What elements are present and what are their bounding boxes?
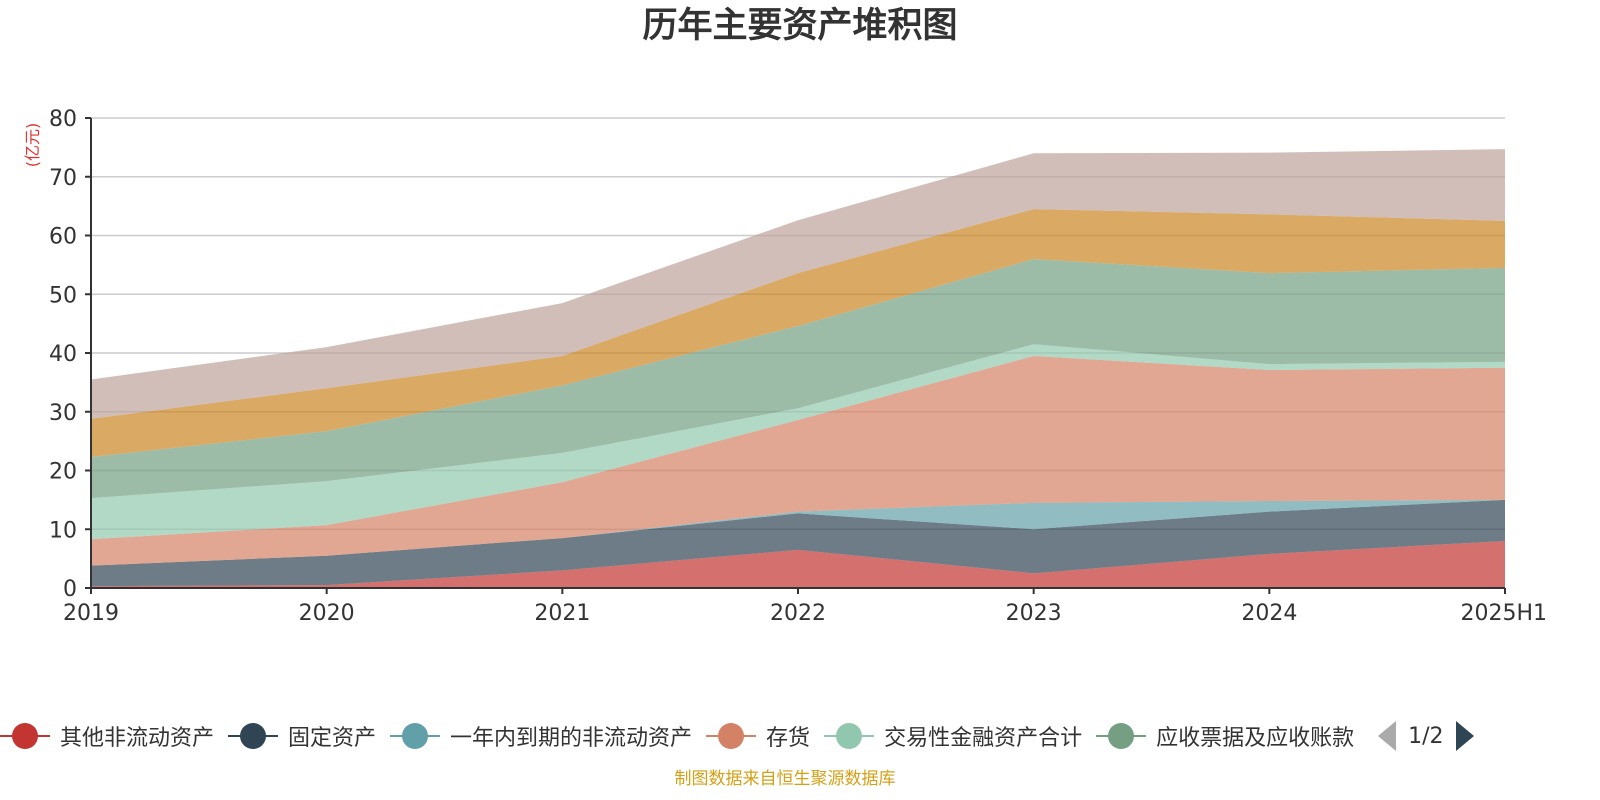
y-tick-label: 40: [49, 342, 77, 367]
area-series-4: [91, 355, 1505, 566]
legend: 其他非流动资产 固定资产 一年内到期的非流动资产 存货 交易性金融资产合计 应收票据及应收…: [0, 718, 1474, 754]
legend-items: 其他非流动资产 固定资产 一年内到期的非流动资产 存货 交易性金融资产合计 应收票据及应收…: [0, 720, 1368, 752]
legend-marker-icon: [706, 722, 757, 750]
legend-label: 存货: [766, 726, 811, 751]
area-series-6: [91, 259, 1505, 499]
area-series: [91, 149, 1505, 588]
legend-next-page-icon[interactable]: [1455, 721, 1474, 751]
legend-label: 固定资产: [288, 726, 377, 751]
x-tick-label: 2025H1: [1460, 601, 1547, 626]
x-tick-label: 2019: [63, 601, 119, 626]
legend-marker-dot: [718, 723, 745, 749]
legend-marker-dot: [402, 723, 429, 749]
y-tick-label: 30: [49, 401, 77, 426]
y-tick-label: 60: [49, 225, 77, 250]
y-tick-label: 50: [49, 283, 77, 308]
legend-label: 其他非流动资产: [60, 726, 215, 751]
legend-item[interactable]: 一年内到期的非流动资产: [390, 720, 692, 752]
y-axis-unit-label: (亿元): [23, 123, 42, 168]
legend-marker-dot: [1108, 723, 1135, 749]
legend-marker-dot: [12, 723, 38, 749]
stacked-area-chart: 0 10 20 30 40 50 60 70 80 2019 2020 2021 2022 2023 202…: [23, 107, 1547, 626]
y-tick-label: 80: [49, 107, 77, 132]
source-note: 制图数据来自恒生聚源数据库: [674, 769, 896, 789]
legend-item[interactable]: 存货: [706, 720, 810, 752]
legend-pager: 1/2: [1378, 721, 1474, 751]
y-tick-label: 0: [63, 577, 77, 602]
area-series-3: [91, 499, 1505, 566]
legend-marker-icon: [1096, 722, 1147, 750]
legend-label: 应收票据及应收账款: [1156, 726, 1355, 751]
chart-title: 历年主要资产堆积图: [642, 6, 958, 46]
legend-marker-dot: [240, 723, 267, 749]
area-series-1: [91, 541, 1505, 588]
y-tick-label: 70: [49, 166, 77, 191]
legend-marker-icon: [824, 722, 875, 750]
legend-marker-dot: [836, 723, 863, 749]
area-series-8: [91, 149, 1505, 419]
y-tick-label: 20: [49, 460, 77, 485]
legend-item[interactable]: 交易性金融资产合计: [824, 720, 1082, 752]
legend-marker-icon: [390, 722, 441, 750]
x-tick-label: 2022: [770, 601, 826, 626]
legend-prev-page-icon[interactable]: [1378, 721, 1397, 751]
y-tick-label: 10: [49, 518, 77, 543]
legend-marker-icon: [228, 722, 279, 750]
x-tick-label: 2024: [1241, 601, 1297, 626]
x-tick-label: 2023: [1006, 601, 1062, 626]
area-series-2: [91, 499, 1505, 587]
area-series-5: [91, 344, 1505, 540]
axes: 0 10 20 30 40 50 60 70 80 2019 2020 2021 2022 2023 202…: [49, 107, 1547, 626]
legend-item[interactable]: 其他非流动资产: [0, 720, 214, 752]
legend-label: 一年内到期的非流动资产: [450, 726, 693, 751]
legend-item[interactable]: 固定资产: [228, 720, 376, 752]
area-series-7: [91, 209, 1505, 457]
legend-label: 交易性金融资产合计: [884, 726, 1083, 751]
legend-page-indicator: 1/2: [1408, 723, 1444, 749]
legend-item[interactable]: 应收票据及应收账款: [1096, 720, 1354, 752]
x-tick-label: 2020: [299, 601, 355, 626]
x-tick-label: 2021: [534, 601, 590, 626]
legend-marker-icon: [0, 722, 50, 750]
